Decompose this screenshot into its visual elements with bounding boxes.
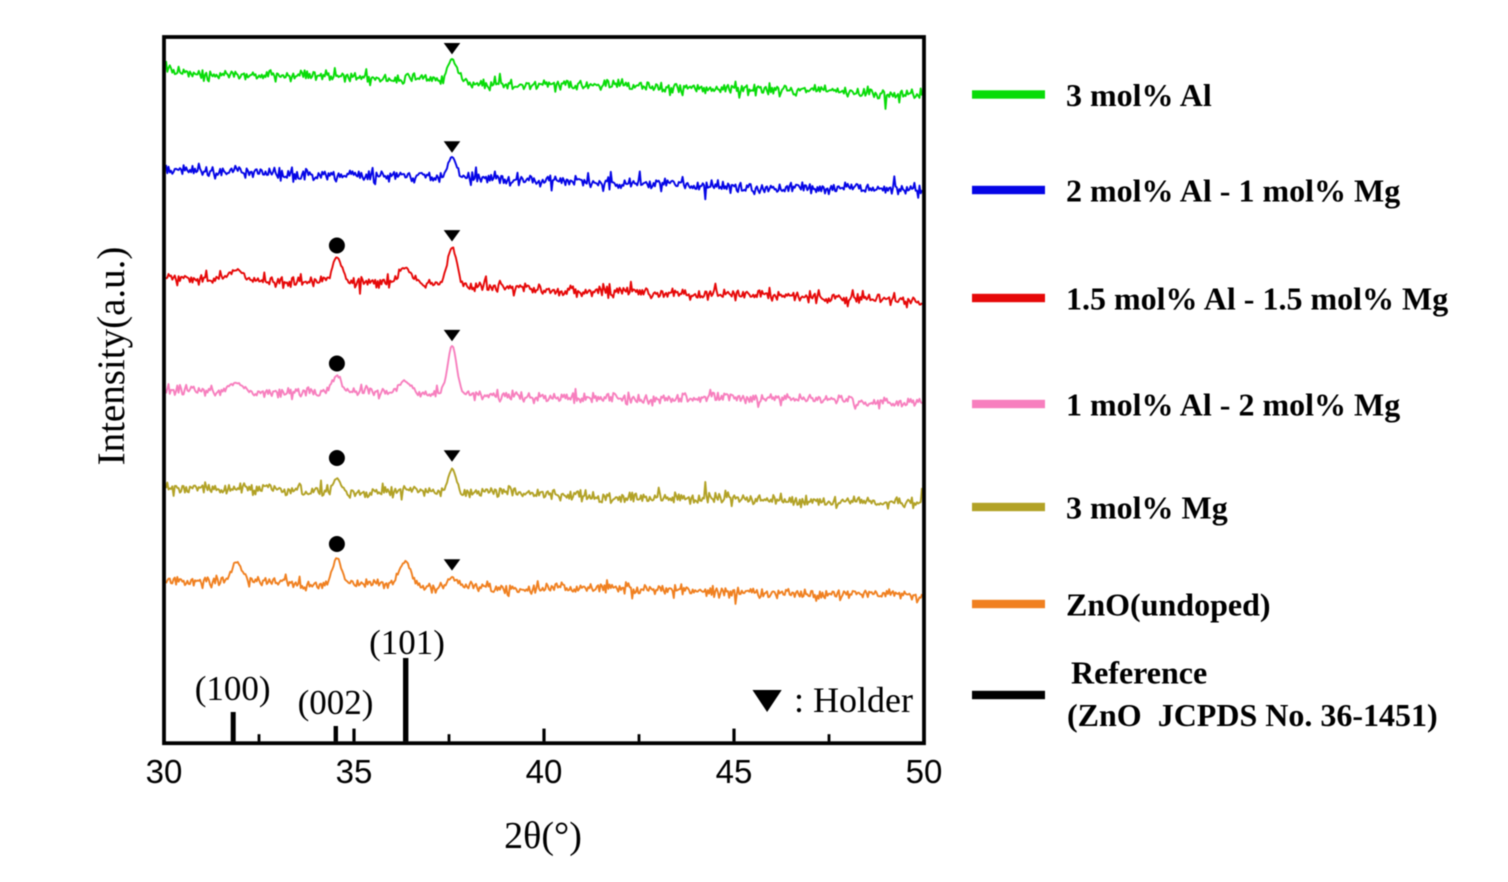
svg-text:Reference: Reference: [1071, 655, 1207, 691]
svg-text:50: 50: [906, 753, 943, 790]
svg-text:(100): (100): [195, 669, 271, 708]
svg-text:(002): (002): [298, 683, 374, 722]
svg-text:2θ(°): 2θ(°): [504, 815, 582, 857]
svg-text:35: 35: [336, 753, 373, 790]
svg-text:40: 40: [526, 753, 563, 790]
svg-text:ZnO(undoped): ZnO(undoped): [1066, 587, 1271, 623]
svg-text:: Holder: : Holder: [794, 680, 913, 720]
svg-text:(101): (101): [369, 623, 445, 662]
svg-text:2 mol% Al - 1 mol% Mg: 2 mol% Al - 1 mol% Mg: [1066, 173, 1400, 209]
svg-text:3 mol% Mg: 3 mol% Mg: [1066, 490, 1228, 526]
svg-text:45: 45: [716, 753, 753, 790]
svg-text:1.5 mol% Al - 1.5 mol% Mg: 1.5 mol% Al - 1.5 mol% Mg: [1066, 281, 1448, 317]
svg-text:Intensity(a.u.): Intensity(a.u.): [90, 247, 133, 466]
svg-text:3 mol% Al: 3 mol% Al: [1066, 77, 1212, 113]
svg-text:30: 30: [146, 753, 183, 790]
svg-text:(ZnO JCPDS No. 36-1451): (ZnO JCPDS No. 36-1451): [1067, 697, 1438, 733]
svg-text:1 mol% Al - 2 mol% Mg: 1 mol% Al - 2 mol% Mg: [1066, 387, 1400, 423]
